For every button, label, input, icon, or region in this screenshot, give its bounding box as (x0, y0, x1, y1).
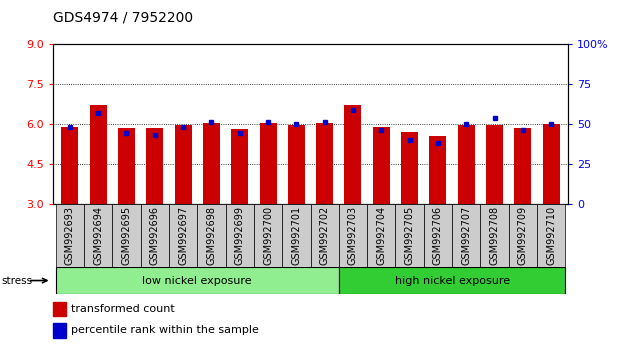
Text: GSM992700: GSM992700 (263, 206, 273, 265)
Text: GSM992705: GSM992705 (405, 206, 415, 265)
Text: low nickel exposure: low nickel exposure (142, 275, 252, 286)
Bar (288, 125, 305, 204)
Bar (543, 124, 560, 204)
Bar (396, 204, 424, 267)
Bar (169, 204, 197, 267)
Text: GSM992710: GSM992710 (546, 206, 556, 265)
Bar (231, 129, 248, 204)
Text: percentile rank within the sample: percentile rank within the sample (71, 325, 259, 336)
Text: GSM992704: GSM992704 (376, 206, 386, 265)
Bar (316, 122, 333, 204)
Text: stress: stress (2, 275, 33, 286)
Bar (89, 105, 107, 204)
Text: GSM992695: GSM992695 (122, 206, 132, 265)
Text: GSM992699: GSM992699 (235, 206, 245, 265)
Bar (481, 204, 509, 267)
Bar (203, 122, 220, 204)
Text: GSM992702: GSM992702 (320, 206, 330, 265)
Bar (56, 204, 84, 267)
Bar (452, 204, 481, 267)
Bar (458, 125, 475, 204)
Bar (56, 267, 339, 294)
Bar (367, 204, 396, 267)
Bar (430, 136, 446, 204)
Bar (373, 127, 390, 204)
Bar (175, 125, 191, 204)
Bar (225, 204, 254, 267)
Bar (401, 132, 418, 204)
Bar (339, 204, 367, 267)
Text: GSM992694: GSM992694 (93, 206, 103, 265)
Text: GSM992701: GSM992701 (291, 206, 301, 265)
Bar (345, 105, 361, 204)
Bar (53, 302, 66, 316)
Text: GSM992706: GSM992706 (433, 206, 443, 265)
Text: high nickel exposure: high nickel exposure (394, 275, 510, 286)
Bar (118, 128, 135, 204)
Bar (514, 128, 532, 204)
Text: GSM992708: GSM992708 (489, 206, 499, 265)
Bar (146, 128, 163, 204)
Text: GSM992698: GSM992698 (206, 206, 216, 265)
Text: GSM992697: GSM992697 (178, 206, 188, 265)
Bar (254, 204, 282, 267)
Bar (424, 204, 452, 267)
Text: GSM992703: GSM992703 (348, 206, 358, 265)
Bar (61, 127, 78, 204)
Bar (84, 204, 112, 267)
Text: GDS4974 / 7952200: GDS4974 / 7952200 (53, 11, 193, 25)
Bar (509, 204, 537, 267)
Bar (310, 204, 339, 267)
Bar (260, 122, 276, 204)
Text: transformed count: transformed count (71, 304, 175, 314)
Bar (537, 204, 565, 267)
Text: GSM992709: GSM992709 (518, 206, 528, 265)
Bar (112, 204, 140, 267)
Text: GSM992696: GSM992696 (150, 206, 160, 265)
Bar (53, 323, 66, 338)
Bar (282, 204, 310, 267)
Bar (197, 204, 225, 267)
Bar (339, 267, 565, 294)
Bar (140, 204, 169, 267)
Text: GSM992693: GSM992693 (65, 206, 75, 265)
Bar (486, 125, 503, 204)
Text: GSM992707: GSM992707 (461, 206, 471, 265)
